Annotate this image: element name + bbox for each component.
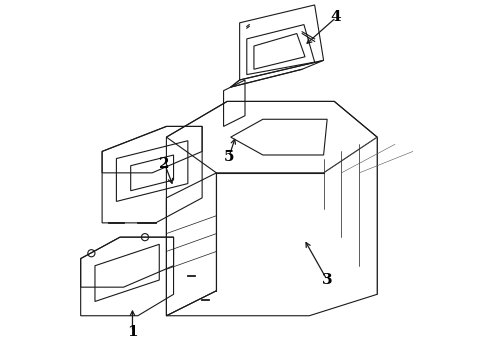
Text: 1: 1 <box>127 325 138 339</box>
Text: 2: 2 <box>159 157 170 171</box>
Text: 4: 4 <box>331 10 342 24</box>
Text: 3: 3 <box>322 273 333 287</box>
Text: 5: 5 <box>223 150 234 164</box>
